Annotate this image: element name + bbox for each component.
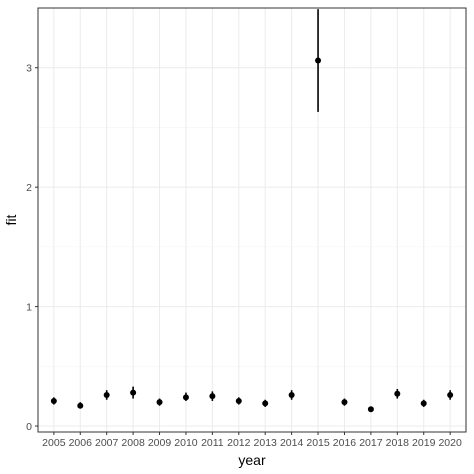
y-tick-label-2: 2 xyxy=(26,182,32,194)
x-tick-label-2010: 2010 xyxy=(174,437,198,449)
x-tick-label-2007: 2007 xyxy=(95,437,119,449)
y-axis-title: fit xyxy=(3,214,19,225)
x-tick-label-2014: 2014 xyxy=(280,437,304,449)
data-point-2009 xyxy=(156,399,163,406)
data-point-2019 xyxy=(420,400,427,407)
data-point-2007 xyxy=(103,391,110,398)
error-bars xyxy=(53,9,451,411)
x-tick-label-2015: 2015 xyxy=(306,437,330,449)
data-point-2011 xyxy=(209,393,216,400)
y-axis-ticks: 0 1 2 3 xyxy=(26,63,38,433)
data-point-2012 xyxy=(235,397,242,404)
data-point-2010 xyxy=(182,394,189,401)
data-point-2006 xyxy=(77,402,84,409)
x-tick-label-2006: 2006 xyxy=(69,437,93,449)
data-point-2017 xyxy=(367,406,374,413)
x-tick-label-2009: 2009 xyxy=(148,437,172,449)
x-tick-label-2008: 2008 xyxy=(121,437,145,449)
data-points xyxy=(50,57,454,413)
x-tick-label-2012: 2012 xyxy=(227,437,251,449)
data-point-2014 xyxy=(288,391,295,398)
x-tick-label-2019: 2019 xyxy=(412,437,436,449)
y-tick-label-3: 3 xyxy=(26,63,32,75)
data-point-2005 xyxy=(50,397,57,404)
x-tick-label-2013: 2013 xyxy=(254,437,278,449)
y-tick-label-0: 0 xyxy=(26,421,32,433)
x-tick-label-2011: 2011 xyxy=(201,437,224,449)
grid-lines xyxy=(38,8,466,432)
x-tick-label-2018: 2018 xyxy=(386,437,410,449)
y-tick-label-1: 1 xyxy=(26,302,32,314)
x-axis-ticks: 2005 2006 2007 2008 2009 2010 2011 2012 2013 2014… xyxy=(42,432,462,449)
panel-border xyxy=(37,7,467,433)
data-point-2016 xyxy=(341,399,348,406)
x-tick-label-2016: 2016 xyxy=(333,437,357,449)
data-point-2020 xyxy=(447,391,454,398)
data-point-2008 xyxy=(130,389,137,396)
data-point-2015 xyxy=(315,57,322,64)
data-point-2018 xyxy=(394,390,401,397)
x-tick-label-2005: 2005 xyxy=(42,437,66,449)
x-axis-title: year xyxy=(238,452,266,468)
x-tick-label-2017: 2017 xyxy=(359,437,383,449)
x-tick-label-2020: 2020 xyxy=(438,437,462,449)
data-point-2013 xyxy=(262,400,269,407)
